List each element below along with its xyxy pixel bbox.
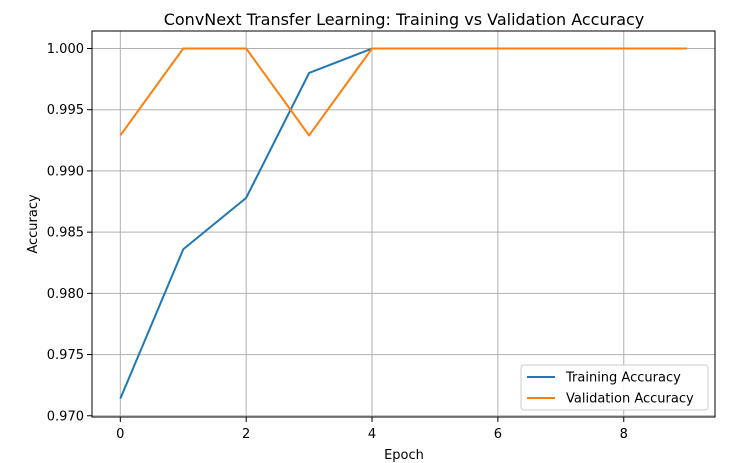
x-tick-label: 0 [116, 427, 124, 442]
y-tick-label: 0.990 [47, 164, 84, 179]
x-tick-label: 8 [620, 427, 628, 442]
legend-label-validation-accuracy: Validation Accuracy [566, 392, 694, 407]
grid [92, 31, 715, 417]
y-tick-label: 1.000 [47, 42, 84, 57]
x-tick-label: 4 [368, 427, 376, 442]
chart-title: ConvNext Transfer Learning: Training vs … [164, 10, 645, 29]
plot-frame [91, 30, 716, 418]
x-axis-label: Epoch [384, 448, 424, 463]
series-lines [119, 47, 687, 400]
x-tick-label: 2 [242, 427, 250, 442]
y-axis-label: Accuracy [26, 194, 41, 254]
legend-label-training-accuracy: Training Accuracy [565, 371, 681, 386]
legend: Training Accuracy Validation Accuracy [520, 364, 709, 411]
y-tick-label: 0.970 [47, 409, 84, 424]
y-tick-label: 0.985 [47, 226, 84, 241]
y-tick-label: 0.975 [47, 348, 84, 363]
y-tick-label: 0.995 [47, 103, 84, 118]
legend-box [520, 364, 709, 411]
x-tick-label: 6 [494, 427, 502, 442]
validation-accuracy-line [119, 47, 687, 137]
training-accuracy-line [119, 47, 687, 400]
axis-ticks: 0 2 4 6 8 0.970 0.975 0.980 0.985 0.990 0.995 1.000 [47, 42, 628, 442]
y-tick-label: 0.980 [47, 287, 84, 302]
